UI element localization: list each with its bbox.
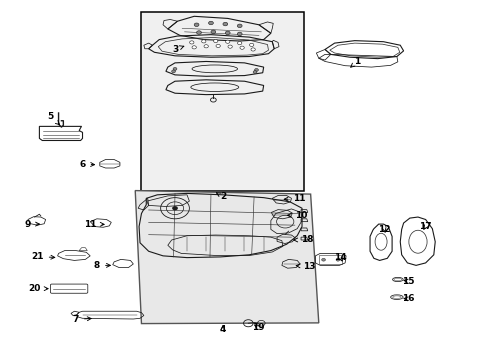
Circle shape [253, 71, 256, 73]
Circle shape [250, 48, 255, 51]
Text: 16: 16 [401, 294, 414, 303]
Text: 6: 6 [79, 159, 94, 168]
Circle shape [237, 24, 242, 28]
Text: 1: 1 [350, 57, 360, 67]
Text: 17: 17 [419, 222, 431, 231]
Text: 8: 8 [94, 261, 110, 270]
Circle shape [171, 70, 175, 73]
Text: 7: 7 [73, 315, 91, 324]
Circle shape [194, 23, 199, 27]
Text: 21: 21 [31, 252, 55, 261]
Circle shape [192, 46, 196, 49]
Circle shape [237, 41, 242, 45]
Text: 12: 12 [377, 225, 390, 234]
Text: 5: 5 [47, 112, 60, 125]
Polygon shape [135, 190, 318, 324]
Circle shape [249, 43, 253, 46]
FancyBboxPatch shape [141, 12, 304, 190]
Circle shape [216, 44, 220, 48]
Circle shape [321, 258, 325, 261]
Circle shape [227, 45, 232, 48]
Text: 13: 13 [296, 262, 315, 271]
Text: 11: 11 [84, 220, 104, 229]
Circle shape [213, 39, 218, 42]
Circle shape [254, 68, 258, 71]
Text: 15: 15 [401, 277, 414, 286]
Circle shape [237, 32, 242, 36]
Circle shape [173, 67, 177, 70]
Text: 20: 20 [28, 284, 48, 293]
Text: 18: 18 [293, 235, 312, 244]
Circle shape [189, 41, 194, 44]
Text: 11: 11 [284, 194, 305, 203]
Text: 19: 19 [251, 323, 264, 332]
Circle shape [225, 40, 229, 43]
Circle shape [240, 46, 244, 49]
Text: 3: 3 [172, 45, 183, 54]
Text: 10: 10 [287, 211, 306, 220]
Text: 2: 2 [216, 192, 225, 201]
Circle shape [203, 45, 208, 48]
Circle shape [196, 31, 201, 34]
Text: 9: 9 [25, 220, 40, 229]
Circle shape [210, 30, 215, 33]
Circle shape [223, 22, 227, 26]
Circle shape [172, 206, 178, 210]
Circle shape [201, 40, 205, 43]
Text: 14: 14 [333, 253, 346, 262]
Circle shape [225, 31, 230, 35]
Circle shape [335, 258, 339, 261]
Circle shape [208, 21, 213, 25]
Text: 4: 4 [219, 325, 225, 334]
